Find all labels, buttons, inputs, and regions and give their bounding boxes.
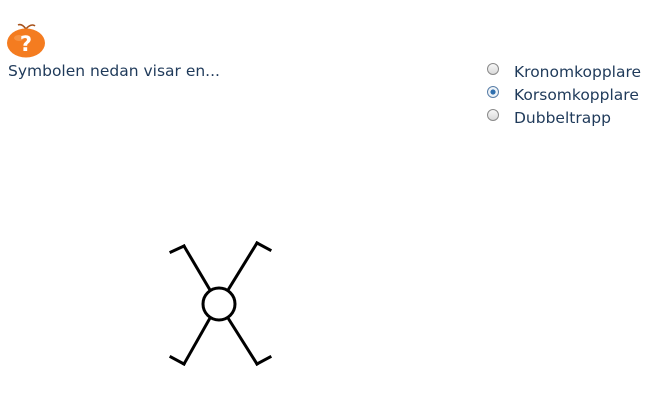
cross-switch-symbol-icon [168, 240, 273, 367]
radio-button[interactable] [487, 108, 499, 121]
option-dubbeltrapp[interactable]: Dubbeltrapp [487, 106, 636, 129]
orange-question-mark-icon: ? [7, 23, 45, 58]
option-label[interactable]: Dubbeltrapp [514, 108, 611, 127]
radio-button[interactable] [487, 62, 499, 75]
radio-button-selected[interactable] [487, 85, 499, 98]
option-label[interactable]: Kronomkopplare [514, 62, 642, 81]
answer-options: Kronomkopplare Korsomkopplare Dubbeltrap… [487, 60, 641, 129]
option-label[interactable]: Korsomkopplare [514, 85, 639, 104]
option-korsomkopplare[interactable]: Korsomkopplare [487, 83, 639, 106]
option-kronomkopplare[interactable]: Kronomkopplare [487, 60, 641, 83]
logo-glyph: ? [20, 32, 32, 56]
question-text: Symbolen nedan visar en... [8, 62, 220, 80]
